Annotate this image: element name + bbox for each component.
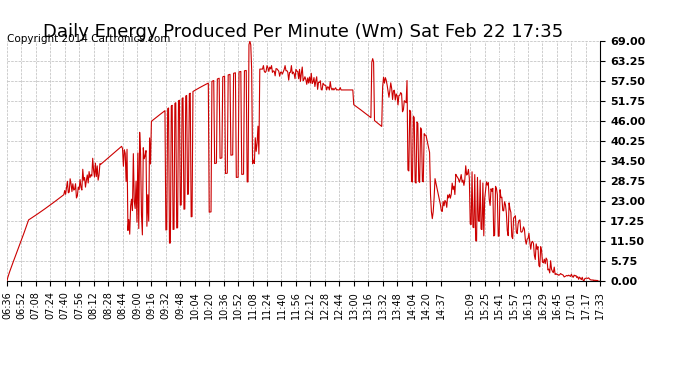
Title: Daily Energy Produced Per Minute (Wm) Sat Feb 22 17:35: Daily Energy Produced Per Minute (Wm) Sa… bbox=[43, 23, 564, 41]
Text: Copyright 2014 Cartronics.com: Copyright 2014 Cartronics.com bbox=[7, 34, 170, 44]
